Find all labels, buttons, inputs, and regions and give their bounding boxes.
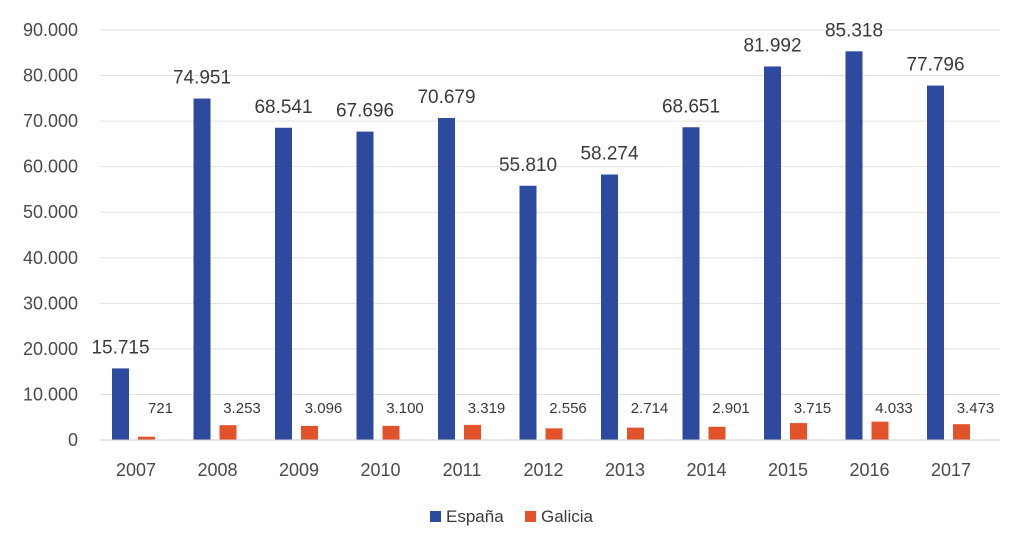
x-tick-label: 2010 <box>360 460 400 480</box>
y-tick-label: 80.000 <box>23 66 78 86</box>
data-label-galicia: 2.556 <box>549 400 587 417</box>
bar-espana <box>438 118 455 441</box>
bar-galicia <box>382 425 400 440</box>
y-tick-label: 90.000 <box>23 20 78 40</box>
bars <box>112 51 970 441</box>
bar-espana <box>927 85 944 440</box>
data-label-espana: 68.651 <box>662 96 720 117</box>
data-label-galicia: 3.715 <box>794 400 832 417</box>
bar-galicia <box>627 427 644 440</box>
bar-espana <box>356 131 374 440</box>
bar-galicia <box>708 426 726 440</box>
data-label-galicia: 2.714 <box>631 400 669 417</box>
data-label-espana: 58.274 <box>580 144 639 165</box>
data-label-espana: 68.541 <box>254 97 312 118</box>
data-label-espana: 67.696 <box>336 101 394 122</box>
y-tick-label: 20.000 <box>23 339 78 359</box>
x-tick-label: 2007 <box>116 460 156 480</box>
data-label-espana: 74.951 <box>173 68 231 89</box>
bar-espana <box>112 368 129 440</box>
gridlines <box>100 29 1000 395</box>
x-tick-label: 2008 <box>197 460 237 480</box>
y-tick-label: 50.000 <box>23 202 78 222</box>
legend-label-galicia: Galicia <box>541 507 594 526</box>
x-tick-label: 2009 <box>279 460 319 480</box>
data-label-espana: 81.992 <box>743 35 801 56</box>
bar-galicia <box>219 425 237 440</box>
y-axis-ticks: 0 10.000 20.000 30.000 40.000 50.000 60.000 70.… <box>23 20 78 450</box>
data-label-espana: 55.810 <box>499 155 557 176</box>
bar-espana <box>764 66 781 440</box>
data-label-galicia: 4.033 <box>875 400 913 417</box>
x-tick-label: 2013 <box>605 460 645 480</box>
bar-espana <box>682 127 700 440</box>
legend-swatch-galicia <box>525 511 536 522</box>
legend-swatch-espana <box>430 511 441 522</box>
data-labels: 15.715 721 74.951 3.253 68.541 3.096 67.696 3.1… <box>91 20 994 417</box>
bar-espana <box>845 51 863 441</box>
bar-galicia <box>790 423 807 440</box>
legend: España Galicia <box>430 507 594 526</box>
y-tick-label: 30.000 <box>23 293 78 313</box>
x-axis-ticks: 2007 2008 2009 2010 2011 2012 2013 2014 2015 2016… <box>116 460 971 480</box>
bar-galicia <box>871 421 889 440</box>
bar-espana <box>275 127 292 441</box>
bar-espana <box>193 98 211 441</box>
bar-espana <box>519 185 537 440</box>
data-label-galicia: 3.319 <box>468 400 506 417</box>
data-label-espana: 70.679 <box>417 87 475 108</box>
data-label-galicia: 721 <box>148 400 173 417</box>
bar-espana <box>601 174 618 441</box>
data-label-galicia: 3.473 <box>957 400 995 417</box>
data-label-galicia: 3.096 <box>305 400 343 417</box>
data-label-galicia: 3.253 <box>223 400 261 417</box>
y-tick-label: 60.000 <box>23 157 78 177</box>
legend-label-espana: España <box>446 507 504 526</box>
y-tick-label: 70.000 <box>23 111 78 131</box>
x-tick-label: 2012 <box>523 460 563 480</box>
bar-galicia <box>464 424 481 440</box>
data-label-espana: 77.796 <box>906 55 964 76</box>
x-tick-label: 2014 <box>686 460 726 480</box>
x-tick-label: 2017 <box>931 460 971 480</box>
data-label-espana: 15.715 <box>91 337 149 358</box>
bar-galicia <box>953 424 970 440</box>
y-tick-label: 0 <box>68 430 78 450</box>
x-tick-label: 2015 <box>768 460 808 480</box>
bar-galicia <box>301 425 318 440</box>
x-tick-label: 2016 <box>849 460 889 480</box>
bar-galicia <box>545 428 563 440</box>
data-label-galicia: 2.901 <box>712 400 750 417</box>
data-label-espana: 85.318 <box>825 20 883 41</box>
y-tick-label: 40.000 <box>23 248 78 268</box>
data-label-galicia: 3.100 <box>386 400 424 417</box>
y-tick-label: 10.000 <box>23 384 78 404</box>
bar-galicia <box>138 436 155 440</box>
x-tick-label: 2011 <box>443 460 482 480</box>
